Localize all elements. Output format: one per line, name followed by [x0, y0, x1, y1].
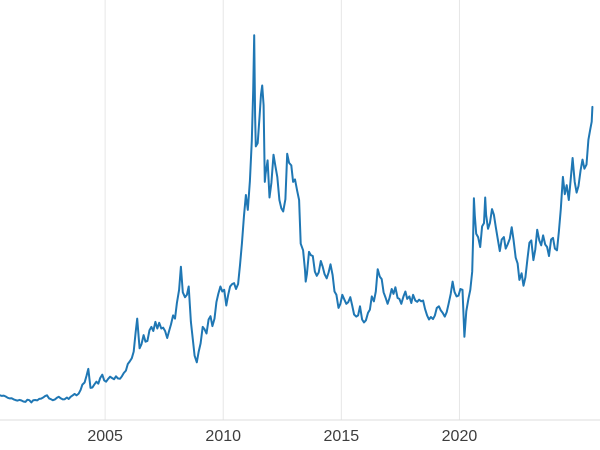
x-axis-tick-label: 2020 [442, 428, 478, 445]
x-axis-tick-label: 2005 [87, 428, 123, 445]
x-axis-tick-label: 2010 [205, 428, 241, 445]
price-series-line [0, 34, 594, 404]
x-axis-tick-label: 2015 [324, 428, 360, 445]
